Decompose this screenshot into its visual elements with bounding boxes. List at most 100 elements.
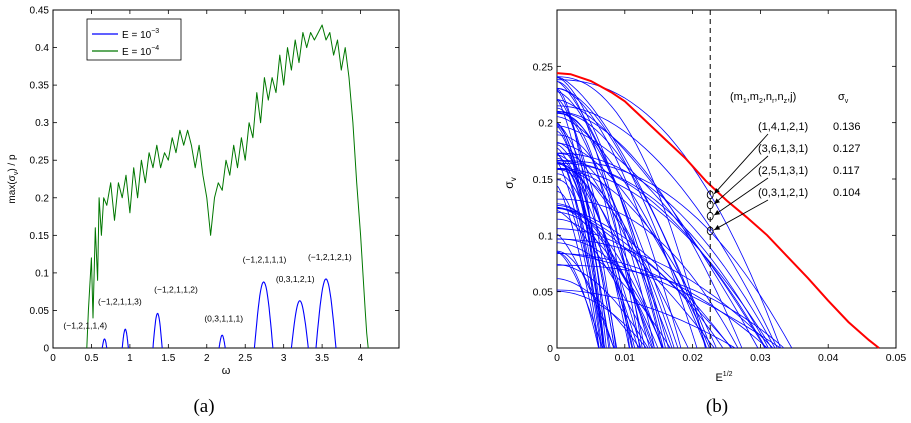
mode-table: (m1,m2,nr,nz,j) σv (1,4,1,2,1) 0.136 (3,6,… <box>706 91 861 236</box>
mode-arrowhead <box>714 198 720 204</box>
axes-a-ylabel: max(σv) / p <box>7 154 20 204</box>
y-tick-label: 0.45 <box>30 6 50 17</box>
axes-a-series <box>86 24 369 349</box>
y-tick-label: 0.15 <box>30 231 50 242</box>
mode-annotation: (−1,2,1,1,4) <box>63 320 107 330</box>
series-e-1e-4-line <box>86 24 369 349</box>
mode-curve <box>556 185 600 349</box>
mode-arrowhead <box>714 209 721 216</box>
panel-b: 0 0.01 0.02 0.03 0.04 0.05 0 0.05 0.1 0.15 0.2 0.25… <box>502 9 906 417</box>
legend-a: E = 10−3 E = 10−4 <box>86 18 182 61</box>
mode-annotation: (−1,2,1,2,1) <box>308 252 352 262</box>
x-tick-label: 0 <box>50 353 56 364</box>
x-tick-label: 0.02 <box>682 352 703 364</box>
x-tick-label: 0 <box>554 352 560 364</box>
mode-curve <box>556 207 732 349</box>
mode-table-row-value: 0.117 <box>833 165 860 177</box>
mode-annotation: (0,3,1,2,1) <box>276 274 315 284</box>
x-tick-label: 2 <box>204 353 210 364</box>
mode-table-row-mode: (1,4,1,2,1) <box>758 121 808 133</box>
mode-curve <box>556 191 600 349</box>
y-tick-label: 0.05 <box>533 287 554 299</box>
mode-curve <box>556 87 698 349</box>
panel-a: 0 0.5 1 1.5 2 2.5 3 3.5 4 0 0.05 0.1 0.15 0.2 0.25 0.3 0… <box>7 6 400 417</box>
mode-curve <box>557 264 785 349</box>
x-tick-label: 4 <box>358 353 364 364</box>
y-tick-label: 0.1 <box>35 268 49 279</box>
x-tick-label: 0.01 <box>615 352 636 364</box>
mode-curve <box>556 168 717 349</box>
mode-table-row-value: 0.127 <box>833 143 861 155</box>
legend-box <box>86 18 182 61</box>
mode-curve <box>556 251 599 349</box>
mode-curve <box>556 161 606 349</box>
mode-curve <box>556 99 617 349</box>
axes-b-ylabel: σv <box>502 177 518 188</box>
series-e-1e-3-lobe <box>315 278 337 349</box>
mode-marker-circle <box>706 211 714 221</box>
mode-curve <box>556 112 666 349</box>
mode-curve <box>556 162 769 349</box>
mode-annotation: (0,3,1,1,1) <box>204 314 243 324</box>
y-tick-label: 0.35 <box>30 81 50 92</box>
x-tick-label: 2.5 <box>238 353 252 364</box>
mode-arrow <box>713 177 769 216</box>
axes-a-annotations: (−1,2,1,1,4) (−1,2,1,1,3) (−1,2,1,1,2) (0,3… <box>63 252 351 330</box>
mode-curve <box>556 289 736 349</box>
series-e-1e-3-lobe <box>253 281 274 349</box>
y-tick-label: 0.25 <box>30 156 50 167</box>
mode-curve <box>556 238 774 349</box>
mode-curve <box>556 173 618 349</box>
mode-curve <box>556 89 630 349</box>
mode-curve <box>556 168 675 349</box>
mode-curve <box>556 80 679 349</box>
panel-a-caption: (a) <box>193 396 214 417</box>
mode-curve <box>556 154 689 349</box>
mode-curve <box>556 160 767 349</box>
y-tick-label: 0.2 <box>35 193 49 204</box>
mode-annotation: (−1,2,1,1,3) <box>98 296 142 306</box>
mode-table-row-mode: (2,5,1,3,1) <box>758 165 808 177</box>
mode-table-row-mode: (3,6,1,3,1) <box>758 143 808 155</box>
mode-curve <box>556 210 653 349</box>
x-tick-label: 3.5 <box>315 353 329 364</box>
y-tick-label: 0.1 <box>538 230 553 242</box>
x-tick-label: 0.5 <box>84 353 98 364</box>
mode-curve <box>556 88 607 349</box>
mode-curve <box>556 144 642 349</box>
mode-marker-circle <box>706 200 714 210</box>
mode-curve <box>556 242 671 349</box>
mode-table-header-mode: (m1,m2,nr,nz,j) <box>730 91 796 105</box>
mode-curve <box>556 153 663 349</box>
mode-curve <box>556 98 759 349</box>
mode-annotation: (−1,2,1,1,2) <box>154 284 198 294</box>
mode-curve <box>556 147 639 349</box>
mode-table-row-mode: (0,3,1,2,1) <box>758 187 808 199</box>
mode-curve <box>556 142 710 349</box>
x-tick-label: 0.03 <box>750 352 771 364</box>
mode-curve <box>556 252 781 349</box>
legend-label-1: E = 10−3 <box>122 28 159 41</box>
y-tick-label: 0.4 <box>35 43 49 54</box>
y-tick-label: 0 <box>43 344 49 355</box>
axes-a-xlabel: ω <box>222 365 231 377</box>
y-tick-label: 0.05 <box>30 306 50 317</box>
axes-b-frame <box>556 9 897 349</box>
mode-curve <box>556 167 772 349</box>
mode-curve <box>556 208 636 349</box>
mode-arrow <box>713 155 769 205</box>
mode-arrowhead <box>714 188 720 194</box>
mode-curve <box>556 76 706 349</box>
mode-curve <box>556 110 743 349</box>
series-e-1e-3-lobe <box>290 300 309 349</box>
x-tick-label: 3 <box>281 353 287 364</box>
mode-curve <box>556 88 682 349</box>
mode-arrowhead <box>714 224 721 230</box>
mode-arrow <box>713 133 769 195</box>
axes-a-frame <box>52 9 400 349</box>
axes-b-xlabel: E1/2 <box>715 371 732 384</box>
y-tick-label: 0.15 <box>533 174 554 186</box>
series-e-1e-3-lobe <box>218 334 226 349</box>
mode-curve <box>556 160 793 349</box>
mode-table-row-value: 0.136 <box>833 121 861 133</box>
